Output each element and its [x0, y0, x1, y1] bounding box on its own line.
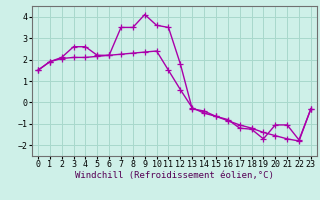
X-axis label: Windchill (Refroidissement éolien,°C): Windchill (Refroidissement éolien,°C): [75, 171, 274, 180]
